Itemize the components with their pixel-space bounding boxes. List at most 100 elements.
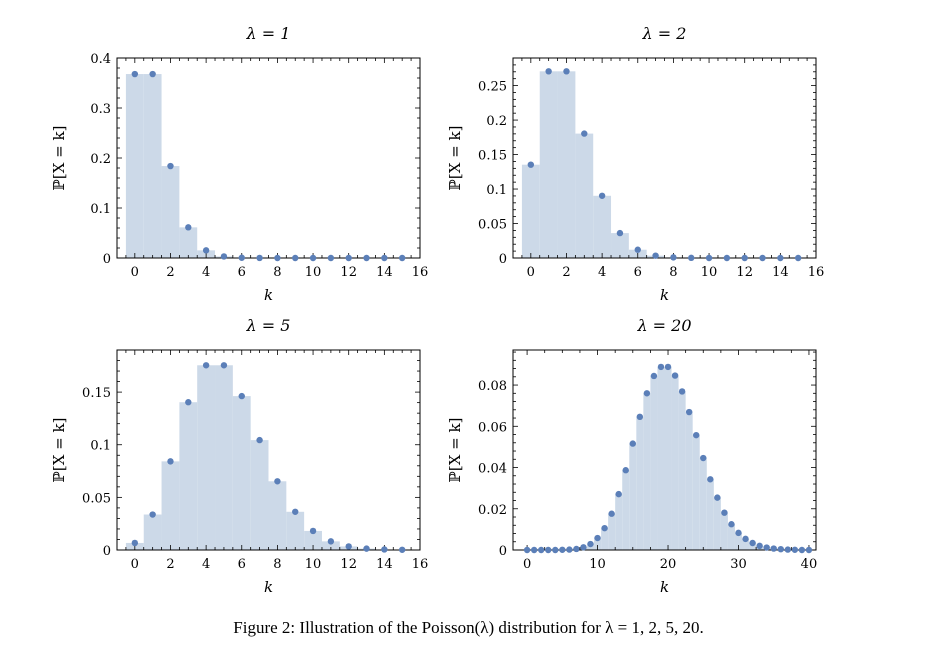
data-point [552, 546, 559, 554]
data-point [292, 254, 299, 262]
bar [521, 164, 540, 258]
data-point [735, 529, 742, 537]
y-tick-label: 0.04 [478, 462, 507, 477]
x-tick-label: 14 [376, 557, 393, 572]
data-point [601, 524, 608, 532]
x-tick-label: 10 [589, 557, 606, 572]
x-axis-label: k [264, 286, 273, 304]
data-point [563, 68, 570, 75]
bar [232, 396, 251, 550]
x-tick-label: 2 [166, 265, 174, 280]
x-tick-label: 8 [273, 557, 281, 572]
bar [629, 443, 637, 550]
data-point [545, 68, 552, 75]
data-point [274, 254, 281, 262]
data-point [327, 254, 335, 262]
data-point [685, 408, 693, 416]
bar [713, 497, 721, 550]
data-point [149, 511, 156, 518]
x-axis-label: k [264, 578, 273, 596]
y-axis-label: ℙ[X = k] [50, 126, 68, 191]
bar [557, 71, 576, 258]
data-point [238, 254, 245, 261]
data-point [629, 440, 636, 447]
data-point [398, 254, 406, 262]
data-point [634, 246, 641, 253]
data-point [185, 399, 192, 406]
chart-panel-4: 0 10 20 30 40 0 0.02 0.04 0.06 0.08 λ = 20 k ℙ[X = k… [446, 316, 817, 596]
data-point [657, 363, 665, 371]
y-tick-label: 0.4 [90, 52, 111, 67]
data-point [742, 535, 749, 543]
x-tick-label: 16 [808, 265, 825, 280]
x-tick-label: 12 [340, 557, 357, 572]
data-point [309, 527, 317, 535]
chart-title: λ = 5 [246, 316, 291, 335]
x-tick-label: 30 [730, 557, 747, 572]
y-tick-label: 0.15 [82, 386, 111, 401]
data-point [794, 254, 802, 262]
chart-title: λ = 2 [642, 24, 687, 43]
chart-title: λ = 20 [636, 316, 691, 335]
data-point [688, 254, 695, 262]
data-point [805, 546, 813, 554]
data-point [523, 546, 531, 554]
chart-panel-2: 0 2 4 6 8 10 12 14 16 0 0.05 0.1 0.15 0.2 0.25 λ = 2 k ℙ[… [446, 24, 824, 304]
data-point [381, 254, 388, 262]
data-point [363, 545, 370, 552]
data-point [537, 546, 545, 554]
data-point [530, 546, 538, 554]
bar [671, 375, 679, 550]
bar [594, 538, 602, 550]
x-tick-label: 4 [202, 557, 210, 572]
x-tick-label: 0 [131, 265, 139, 280]
bar [706, 479, 714, 550]
bar [250, 440, 269, 550]
data-point [398, 546, 406, 553]
data-point [608, 510, 615, 517]
bar [615, 494, 623, 550]
data-point [636, 413, 644, 421]
data-point [327, 538, 335, 545]
data-point [770, 545, 777, 552]
bar [742, 538, 750, 550]
data-point [167, 162, 174, 170]
x-tick-label: 10 [701, 265, 718, 280]
data-point [714, 494, 721, 501]
data-point [728, 521, 735, 528]
data-point [798, 546, 806, 554]
y-tick-label: 0.05 [82, 491, 111, 506]
x-tick-label: 0 [527, 265, 535, 280]
x-tick-label: 2 [166, 557, 174, 572]
data-point [167, 458, 174, 465]
bar [179, 227, 198, 258]
data-point [784, 546, 792, 553]
bar [215, 365, 233, 550]
bar [692, 435, 700, 550]
data-point [705, 254, 713, 262]
bar [720, 512, 728, 550]
bar [650, 375, 658, 550]
x-tick-label: 6 [238, 557, 246, 572]
bar [268, 481, 287, 550]
bar [657, 366, 665, 550]
data-point [581, 130, 588, 137]
bar [125, 74, 144, 258]
x-tick-label: 8 [669, 265, 677, 280]
x-tick-label: 0 [131, 557, 139, 572]
bar [699, 458, 707, 550]
data-point [756, 542, 763, 550]
bar [664, 366, 672, 550]
x-tick-label: 14 [772, 265, 789, 280]
data-point [622, 467, 629, 474]
x-axis-label: k [660, 286, 669, 304]
bar [575, 133, 594, 258]
y-axis-label: ℙ[X = k] [446, 418, 464, 483]
bar [643, 393, 651, 550]
data-point [545, 546, 552, 554]
data-point [131, 70, 139, 78]
y-axis-label: ℙ[X = k] [446, 126, 464, 191]
data-point [202, 362, 210, 369]
data-point [131, 539, 139, 547]
